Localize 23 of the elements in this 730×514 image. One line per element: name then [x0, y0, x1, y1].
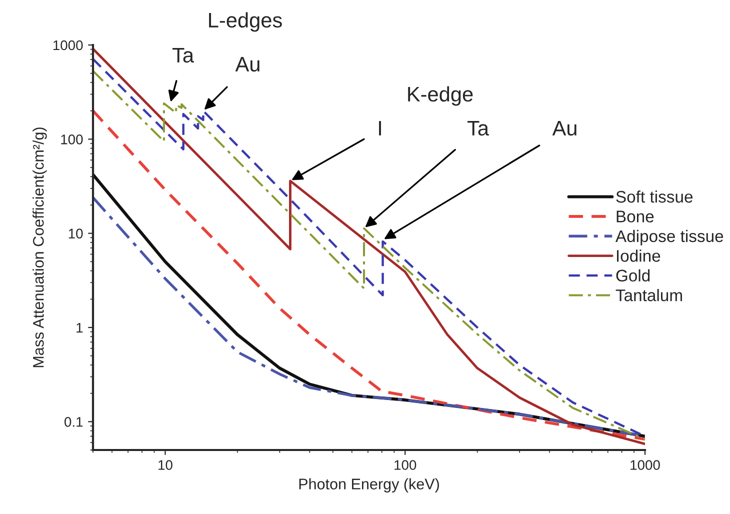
annotation: Au	[235, 57, 260, 72]
x-tick-label: 1000	[630, 460, 660, 470]
annotation: K-edge	[408, 86, 473, 106]
annotation: Ta	[172, 48, 194, 63]
legend-label: Adipose tissue	[615, 230, 724, 246]
y-tick-label: 1	[76, 322, 83, 333]
annotation: Au	[552, 121, 576, 136]
legend-label: Iodine	[616, 250, 660, 262]
annotation: Ta	[467, 121, 489, 136]
x-axis-title: Photon Energy (keV)	[299, 478, 439, 492]
legend-label: Tantalum	[616, 288, 682, 302]
text: L-edges	[209, 12, 282, 32]
y-tick-label: 1000	[53, 40, 83, 50]
annotation: I	[379, 121, 381, 136]
legend-label: Bone	[616, 210, 654, 222]
y-axis-title: Mass Attenuation Coefficient(cm²/g)	[32, 128, 47, 368]
legend-label: Soft tissue	[616, 190, 693, 203]
legend-label: Gold	[616, 269, 650, 282]
x-tick-label: 10	[158, 460, 172, 470]
y-tick-label: 100	[61, 134, 83, 144]
x-tick-label: 100	[394, 460, 416, 470]
y-tick-label: 0.1	[64, 416, 83, 427]
y-tick-label: 10	[68, 228, 83, 238]
